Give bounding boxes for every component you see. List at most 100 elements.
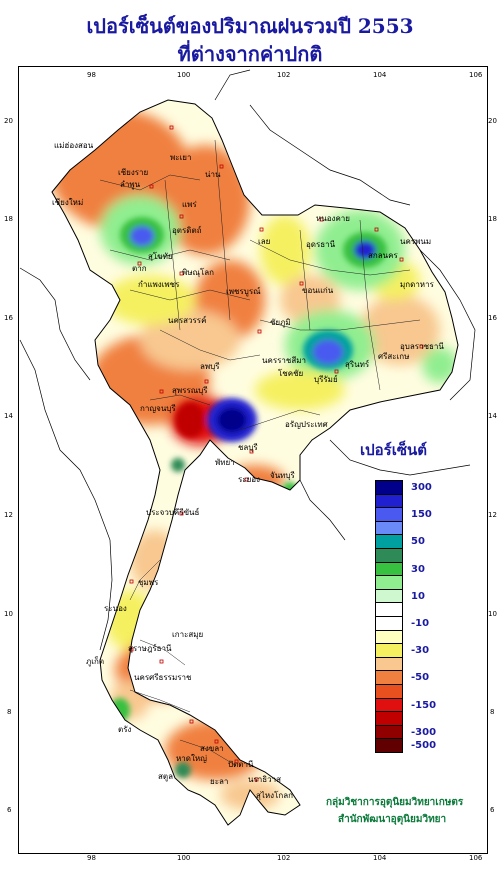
province-label: แพร่ bbox=[182, 200, 197, 209]
x-tick-top: 106 bbox=[469, 71, 483, 79]
legend-swatch bbox=[375, 575, 403, 590]
x-tick-top: 98 bbox=[87, 71, 96, 79]
legend-label: 150 bbox=[411, 509, 432, 521]
province-label: ชัยภูมิ bbox=[270, 318, 291, 327]
province-label: ศรีสะเกษ bbox=[378, 352, 410, 361]
province-label: หนองคาย bbox=[316, 214, 350, 223]
province-label: นครศรีธรรมราช bbox=[134, 673, 192, 682]
province-label: พะเยา bbox=[170, 153, 192, 162]
legend-swatch bbox=[375, 588, 403, 604]
province-label: พัทยา bbox=[215, 458, 235, 467]
province-label: เพชรบูรณ์ bbox=[226, 287, 261, 296]
legend-swatch bbox=[375, 724, 403, 740]
province-label: ประจวบคีรีขันธ์ bbox=[146, 508, 200, 517]
province-boundaries bbox=[99, 139, 421, 766]
province-label: นครพนม bbox=[400, 237, 432, 246]
legend-label: -10 bbox=[411, 618, 430, 629]
x-tick-bottom: 106 bbox=[469, 854, 483, 862]
legend-swatch bbox=[375, 493, 403, 509]
legend-swatch bbox=[375, 548, 403, 563]
y-tick-left: 12 bbox=[4, 511, 13, 519]
province-label: ลำพูน bbox=[120, 180, 141, 189]
y-tick-left: 6 bbox=[7, 806, 12, 814]
province-label: ภูเก็ต bbox=[86, 657, 105, 666]
province-label: อุตรดิตถ์ bbox=[172, 226, 202, 235]
legend-title: เปอร์เซ็นต์ bbox=[360, 441, 428, 459]
province-label: สตูล bbox=[158, 772, 173, 781]
province-label: ยะลา bbox=[210, 777, 229, 786]
province-label: เลย bbox=[258, 237, 271, 246]
legend-swatch bbox=[375, 534, 403, 549]
neighbor-borders bbox=[19, 69, 476, 651]
province-label: ชลบุรี bbox=[238, 443, 258, 452]
x-tick-top: 100 bbox=[177, 71, 191, 79]
province-label: นครสวรรค์ bbox=[168, 316, 207, 325]
credit-line1: กลุ่มวิชาการอุตุนิยมวิทยาเกษตร bbox=[326, 797, 464, 808]
y-tick-right: 18 bbox=[488, 215, 497, 223]
legend-swatch bbox=[375, 616, 403, 631]
province-label: ลพบุรี bbox=[200, 362, 220, 371]
legend-label: -500 bbox=[411, 740, 437, 752]
province-label: สุพรรณบุรี bbox=[172, 386, 208, 395]
legend-swatch bbox=[375, 684, 403, 699]
legend-swatch bbox=[375, 697, 403, 713]
province-label: นราธิวาส bbox=[248, 775, 282, 784]
province-label: ระนอง bbox=[104, 604, 127, 613]
province-label: กำแพงเพชร bbox=[138, 280, 180, 289]
legend-label: -30 bbox=[411, 645, 430, 657]
legend-swatch bbox=[375, 561, 403, 577]
legend-label: 50 bbox=[411, 536, 425, 548]
province-label: มุกดาหาร bbox=[400, 280, 434, 289]
x-tick-bottom: 102 bbox=[277, 854, 291, 862]
province-label: สงขลา bbox=[200, 744, 224, 753]
province-label: เกาะสมุย bbox=[172, 630, 204, 639]
y-tick-left: 18 bbox=[4, 215, 13, 223]
legend-swatch bbox=[375, 656, 403, 672]
legend-swatch bbox=[375, 670, 403, 685]
credit-line2: สำนักพัฒนาอุตุนิยมวิทยา bbox=[338, 814, 447, 825]
x-tick-bottom: 98 bbox=[87, 854, 96, 862]
province-label: อรัญประเทศ bbox=[285, 420, 328, 429]
station-markers bbox=[129, 125, 424, 782]
legend-label: 300 bbox=[411, 482, 432, 493]
province-label: ระยอง bbox=[238, 475, 260, 484]
legend-swatch bbox=[375, 738, 403, 753]
province-label: เชียงราย bbox=[118, 168, 149, 177]
legend-label: 30 bbox=[411, 563, 425, 575]
province-label: ขอนแก่น bbox=[302, 286, 334, 295]
legend-swatch bbox=[375, 480, 403, 495]
province-label: สุโขทัย bbox=[148, 252, 173, 261]
y-tick-right: 10 bbox=[488, 610, 497, 618]
province-label: สกลนคร bbox=[368, 251, 398, 260]
province-label: อุบลราชธานี bbox=[400, 342, 444, 351]
province-label: อุดรธานี bbox=[306, 240, 336, 249]
y-tick-left: 20 bbox=[4, 117, 13, 125]
map-title-line2: ที่ต่างจากค่าปกติ bbox=[177, 42, 323, 66]
province-label: แม่ฮ่องสอน bbox=[54, 141, 94, 150]
map-title-line1: เปอร์เซ็นต์ของปริมาณฝนรวมปี 2553 bbox=[86, 14, 414, 38]
legend-swatch bbox=[375, 643, 403, 658]
province-label: ชุมพร bbox=[138, 578, 159, 587]
y-tick-right: 6 bbox=[490, 806, 495, 814]
y-tick-right: 16 bbox=[488, 314, 497, 322]
legend-swatch bbox=[375, 602, 403, 617]
legend-label: -50 bbox=[411, 672, 430, 684]
thailand-border bbox=[51, 99, 459, 826]
province-label: น่าน bbox=[205, 170, 221, 179]
x-tick-bottom: 104 bbox=[373, 854, 387, 862]
y-tick-right: 14 bbox=[488, 412, 497, 420]
legend-swatch bbox=[375, 520, 403, 536]
province-label: จันทบุรี bbox=[270, 471, 295, 480]
legend-label: 10 bbox=[411, 590, 425, 602]
province-label: สุรินทร์ bbox=[345, 360, 370, 369]
province-label: ตาก bbox=[132, 264, 147, 273]
province-label: พิษณุโลก bbox=[182, 268, 215, 277]
province-label: หาดใหญ่ bbox=[176, 754, 207, 763]
x-tick-top: 102 bbox=[277, 71, 291, 79]
province-label: สุไหงโกลก bbox=[256, 791, 293, 800]
x-tick-top: 104 bbox=[373, 71, 387, 79]
province-label: สุราษฎร์ธานี bbox=[128, 644, 172, 653]
y-tick-right: 8 bbox=[490, 708, 495, 716]
y-tick-left: 14 bbox=[4, 412, 13, 420]
y-tick-right: 12 bbox=[488, 511, 497, 519]
